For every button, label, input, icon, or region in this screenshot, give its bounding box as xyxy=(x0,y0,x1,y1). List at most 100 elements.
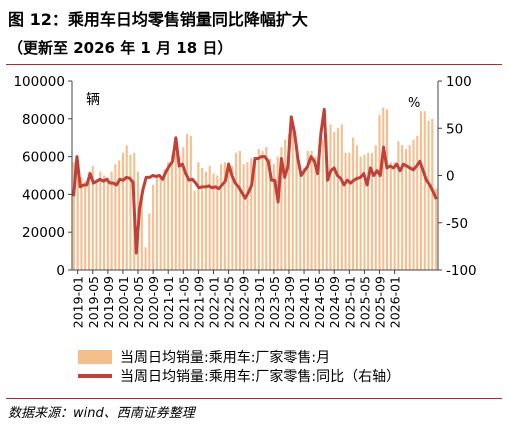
bar xyxy=(303,167,306,270)
bar xyxy=(314,156,317,270)
x-tick-label: 2022-05 xyxy=(222,276,237,328)
left-tick-label: 0 xyxy=(56,263,65,279)
bar xyxy=(284,139,287,270)
bar xyxy=(125,145,128,270)
right-axis-unit: % xyxy=(408,96,420,111)
bar xyxy=(238,150,241,270)
bar xyxy=(174,152,177,270)
bar xyxy=(189,135,192,270)
bar xyxy=(178,156,181,270)
bar xyxy=(106,177,109,270)
bar xyxy=(219,164,223,270)
x-tick-label: 2021-09 xyxy=(191,276,206,328)
bar xyxy=(246,162,249,270)
bar xyxy=(242,164,245,270)
bar xyxy=(110,171,113,270)
bar xyxy=(435,188,438,270)
bar xyxy=(114,164,117,270)
bar xyxy=(208,166,211,270)
bar xyxy=(272,164,275,270)
bar xyxy=(212,173,215,270)
bar xyxy=(393,162,396,270)
bar xyxy=(148,213,151,270)
x-tick-label: 2024-09 xyxy=(327,276,342,328)
bar xyxy=(419,111,423,271)
left-tick-label: 40000 xyxy=(22,187,65,203)
right-tick-label: -50 xyxy=(446,216,468,232)
bar xyxy=(159,175,162,270)
source-note: 数据来源：wind、西南证券整理 xyxy=(8,406,195,421)
x-tick-label: 2024-05 xyxy=(312,276,327,328)
bottom-rule xyxy=(6,398,502,399)
bar xyxy=(163,169,166,270)
bar xyxy=(333,132,336,270)
bar xyxy=(253,160,257,270)
bar xyxy=(155,177,158,270)
bar xyxy=(359,156,362,270)
x-tick-label: 2019-01 xyxy=(71,276,86,328)
bar xyxy=(167,162,170,270)
bar xyxy=(382,107,385,271)
x-tick-label: 2025-09 xyxy=(373,276,388,328)
right-tick-label: 50 xyxy=(446,121,463,137)
bar xyxy=(431,118,434,270)
bar xyxy=(84,181,87,270)
x-tick-label: 2019-09 xyxy=(101,276,116,328)
bar xyxy=(140,196,143,270)
x-tick-label: 2021-01 xyxy=(161,276,176,328)
x-tick-label: 2024-01 xyxy=(297,276,312,328)
bar xyxy=(412,139,415,270)
bar xyxy=(355,145,358,270)
bar xyxy=(389,162,392,270)
bar xyxy=(397,141,400,270)
bar xyxy=(310,150,313,270)
chart: 0 20000 40000 60000 80000 100000 -100 -50 0 50 100… xyxy=(13,74,476,385)
right-tick-label: 0 xyxy=(446,169,455,185)
bar xyxy=(269,158,272,270)
bar xyxy=(144,247,147,270)
left-tick-label: 100000 xyxy=(13,74,65,90)
x-tick-label: 2023-01 xyxy=(252,276,267,328)
bar xyxy=(118,160,121,270)
bar xyxy=(386,109,389,270)
bar xyxy=(186,133,189,270)
bar xyxy=(423,111,426,271)
page-title: 图 12：乘用车日均零售销量同比降幅扩大 xyxy=(8,10,308,29)
bar xyxy=(287,133,291,270)
x-tick-label: 2025-01 xyxy=(342,276,357,328)
left-axis-unit: 辆 xyxy=(86,92,100,108)
bar xyxy=(378,115,381,271)
bar xyxy=(363,154,366,270)
bar xyxy=(325,133,328,270)
bar xyxy=(91,166,94,270)
x-tick-label: 2021-05 xyxy=(176,276,191,328)
bar xyxy=(340,124,343,270)
x-tick-label: 2020-05 xyxy=(131,276,146,328)
x-tick-label: 2023-09 xyxy=(282,276,297,328)
bar xyxy=(204,171,207,270)
page-subtitle: （更新至 2026 年 1 月 18 日） xyxy=(8,39,233,57)
bar xyxy=(265,147,268,270)
bar xyxy=(261,150,264,270)
x-tick-label: 2026-01 xyxy=(388,276,403,328)
left-tick-label: 60000 xyxy=(22,150,65,166)
bar xyxy=(250,158,253,270)
bar xyxy=(299,166,302,270)
bar xyxy=(76,160,79,270)
left-tick-label: 20000 xyxy=(22,225,65,241)
bar xyxy=(227,162,230,270)
legend-line-label: 当周日均销量:乘用车:厂家零售:同比（右轴） xyxy=(120,368,400,385)
bar xyxy=(280,147,283,270)
bar xyxy=(103,175,106,270)
x-tick-label: 2020-09 xyxy=(146,276,161,328)
bar xyxy=(329,124,332,270)
line-series xyxy=(72,107,438,255)
x-tick-label: 2019-05 xyxy=(86,276,101,328)
bar xyxy=(170,154,174,270)
bar xyxy=(201,167,204,270)
bar xyxy=(257,149,260,270)
bar xyxy=(193,190,196,270)
bar xyxy=(276,156,279,270)
bar xyxy=(182,147,185,270)
